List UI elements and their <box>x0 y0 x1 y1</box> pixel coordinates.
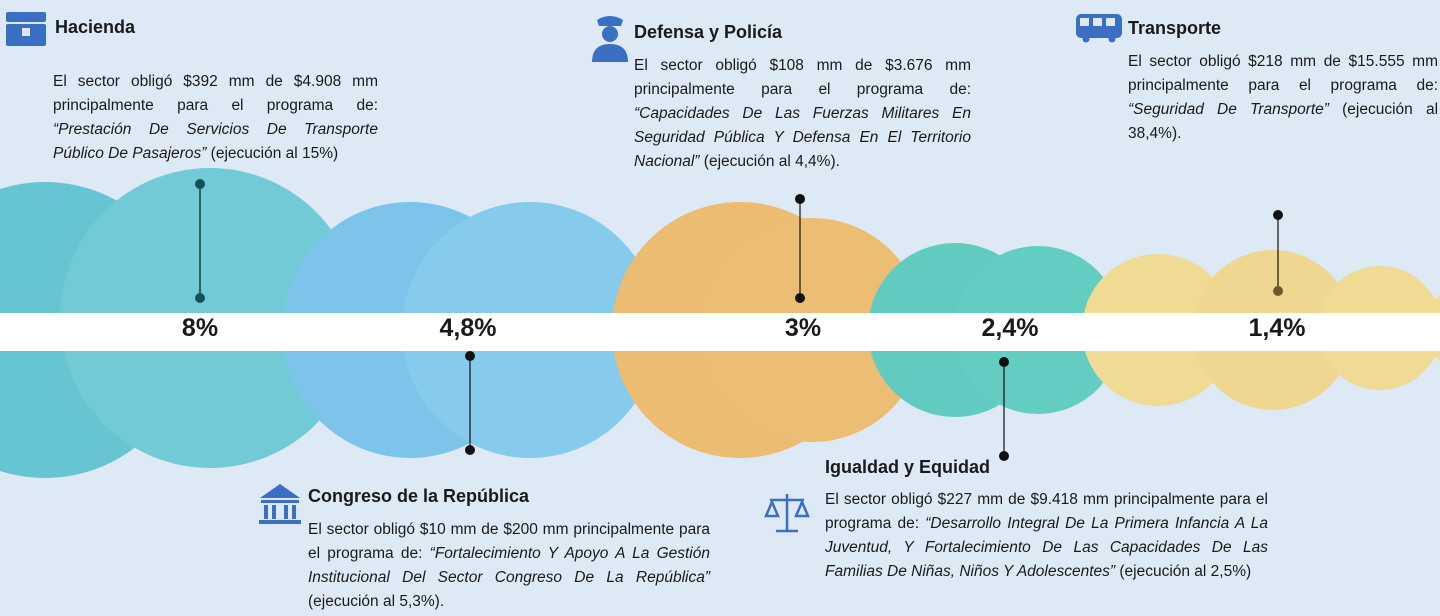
section-title: Congreso de la República <box>308 486 530 506</box>
closing: (ejecución al 38,4%). <box>1128 101 1439 142</box>
icon-hacienda <box>6 12 46 46</box>
intro: El sector obligó $10 mm de $200 mm princ… <box>308 521 710 562</box>
percent: 8% <box>181 314 219 342</box>
dot <box>1273 286 1283 296</box>
program: “Seguridad De Transporte” <box>1128 101 1329 118</box>
section-text: El sector obligó $392 mm de $4.908 mm pr… <box>53 70 378 166</box>
dot <box>465 445 475 455</box>
closing: (ejecución al 2,5%) <box>1115 563 1252 580</box>
section-title: Hacienda <box>55 17 136 37</box>
dot <box>1273 210 1283 220</box>
icon-congreso <box>259 484 301 524</box>
intro: El sector obligó $218 mm de $15.555 mm p… <box>1128 53 1438 94</box>
section-title: Transporte <box>1128 18 1222 38</box>
closing: (ejecución al 15%) <box>206 145 339 162</box>
closing: (ejecución al 4,4%). <box>699 153 840 170</box>
section-title: Defensa y Policía <box>634 22 783 42</box>
dot <box>999 357 1009 367</box>
intro: El sector obligó $392 mm de $4.908 mm pr… <box>53 73 378 114</box>
program: “Desarrollo Integral De La Primera Infan… <box>825 515 1269 580</box>
intro: El sector obligó $108 mm de $3.676 mm pr… <box>634 57 971 98</box>
closing: (ejecución al 5,3%). <box>308 593 445 610</box>
section-text: El sector obligó $108 mm de $3.676 mm pr… <box>634 54 971 174</box>
connectors <box>199 184 1279 456</box>
percent: 1,4% <box>1248 314 1306 342</box>
dot <box>195 293 205 303</box>
percent: 2,4% <box>981 314 1039 342</box>
icon-igualdad <box>764 494 810 533</box>
dot <box>795 194 805 204</box>
dot <box>195 179 205 189</box>
program: “Fortalecimiento Y Apoyo A La Gestión In… <box>308 545 710 586</box>
dot <box>999 451 1009 461</box>
section-title: Igualdad y Equidad <box>825 457 991 477</box>
connector-dots <box>195 179 1283 461</box>
percent: 4,8% <box>439 314 497 342</box>
icon-defensa <box>592 16 628 62</box>
section-text: El sector obligó $227 mm de $9.418 mm pr… <box>825 488 1268 584</box>
program: “Prestación De Servicios De Transporte P… <box>53 121 378 162</box>
section-text: El sector obligó $10 mm de $200 mm princ… <box>308 518 710 614</box>
program: “Capacidades De Las Fuerzas Militares En… <box>634 105 971 170</box>
percent: 3% <box>784 314 822 342</box>
center-band <box>0 313 1440 351</box>
icon-transporte <box>1076 14 1122 43</box>
section-text: El sector obligó $218 mm de $15.555 mm p… <box>1128 50 1438 146</box>
dot <box>465 351 475 361</box>
dot <box>795 293 805 303</box>
intro: El sector obligó $227 mm de $9.418 mm pr… <box>825 491 1268 532</box>
